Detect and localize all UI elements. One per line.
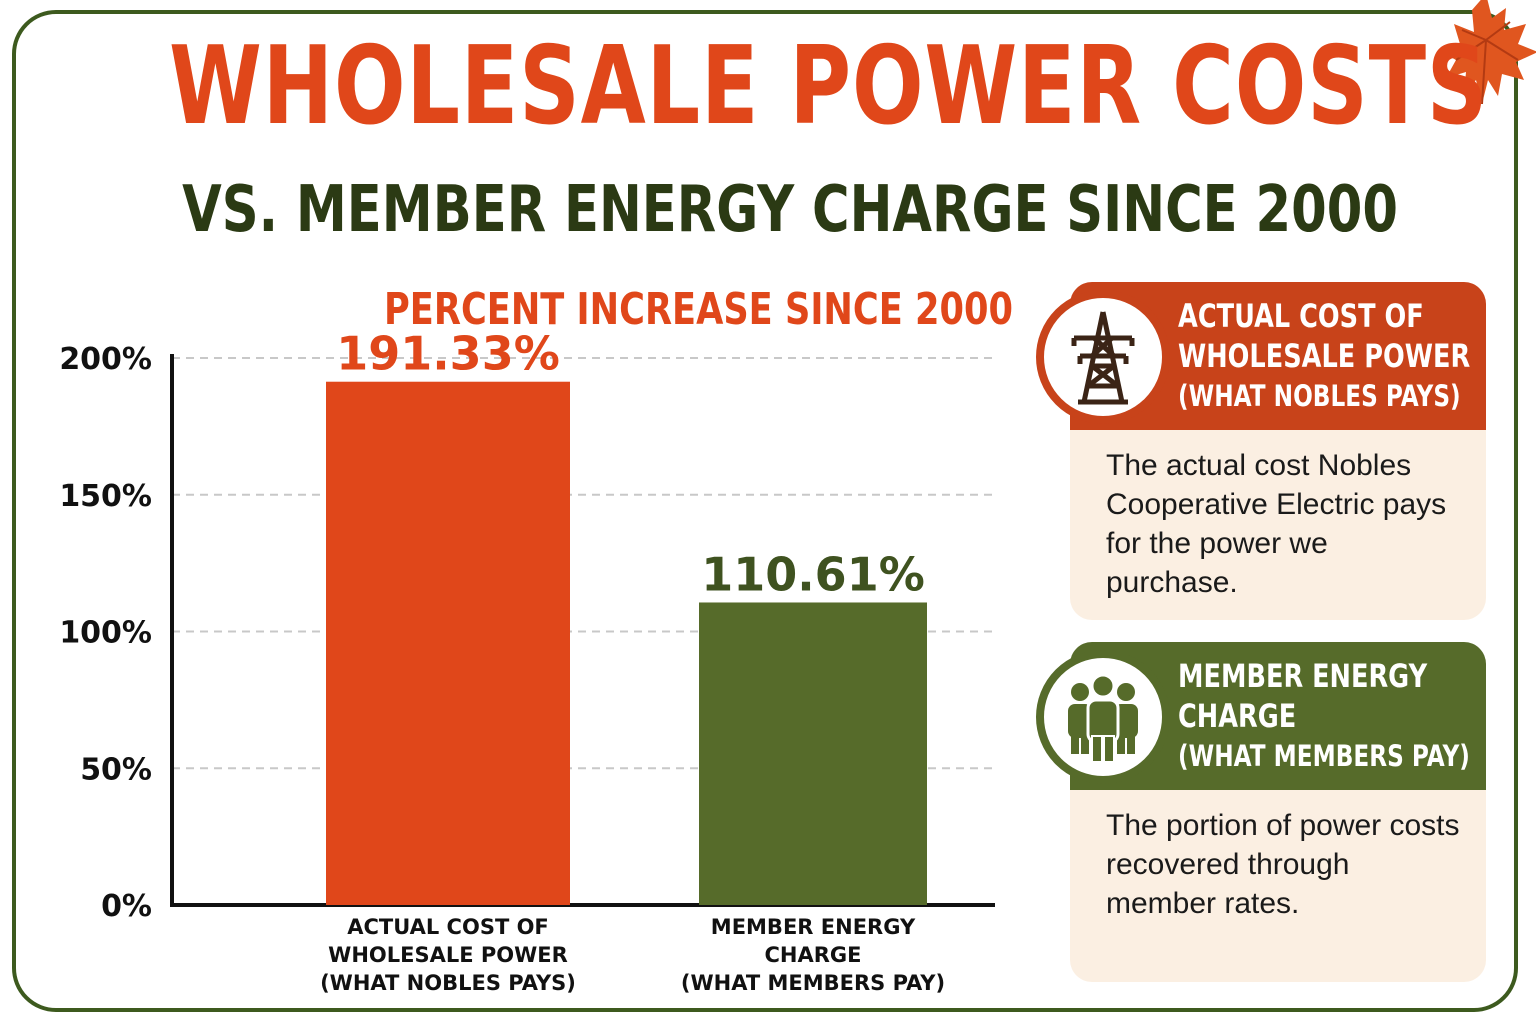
card-heading-line: (WHAT MEMBERS PAY) xyxy=(1178,739,1470,773)
bar xyxy=(699,602,927,905)
data-label: 191.33% xyxy=(336,327,560,381)
card-heading-line: CHARGE xyxy=(1178,697,1297,735)
card-description: The portion of power costs recovered thr… xyxy=(1106,809,1460,920)
page-subtitle: VS. MEMBER ENERGY CHARGE SINCE 2000 xyxy=(182,173,1398,247)
badge-wholesale xyxy=(1036,290,1170,424)
category-label: MEMBER ENERGY xyxy=(711,915,916,939)
category-label: (WHAT NOBLES PAYS) xyxy=(320,971,576,995)
maple-leaf-icon xyxy=(1438,0,1536,105)
card-heading-line: WHOLESALE POWER xyxy=(1178,337,1471,375)
bar xyxy=(326,381,570,905)
y-tick-label: 200% xyxy=(59,342,152,377)
y-tick-label: 50% xyxy=(80,752,152,787)
card-heading-line: MEMBER ENERGY xyxy=(1178,657,1428,695)
category-label: CHARGE xyxy=(765,943,862,967)
y-tick-label: 0% xyxy=(101,889,152,924)
category-label: (WHAT MEMBERS PAY) xyxy=(681,971,945,995)
y-tick-label: 100% xyxy=(59,616,152,651)
card-description: The actual cost Nobles Cooperative Elect… xyxy=(1106,449,1447,599)
card-heading-line: (WHAT NOBLES PAYS) xyxy=(1178,379,1461,413)
data-label: 110.61% xyxy=(701,547,925,601)
card-heading-line: ACTUAL COST OF xyxy=(1178,297,1424,335)
people-group-icon xyxy=(1068,673,1138,763)
y-tick-label: 150% xyxy=(59,479,152,514)
badge-member xyxy=(1036,650,1170,784)
category-label: ACTUAL COST OF xyxy=(347,915,549,939)
card-body-member: The portion of power costs recovered thr… xyxy=(1070,790,1486,982)
category-label: WHOLESALE POWER xyxy=(328,943,568,967)
transmission-tower-icon xyxy=(1071,311,1135,405)
page-title: WHOLESALE POWER COSTS xyxy=(168,24,1489,149)
card-body-wholesale: The actual cost Nobles Cooperative Elect… xyxy=(1070,430,1486,620)
